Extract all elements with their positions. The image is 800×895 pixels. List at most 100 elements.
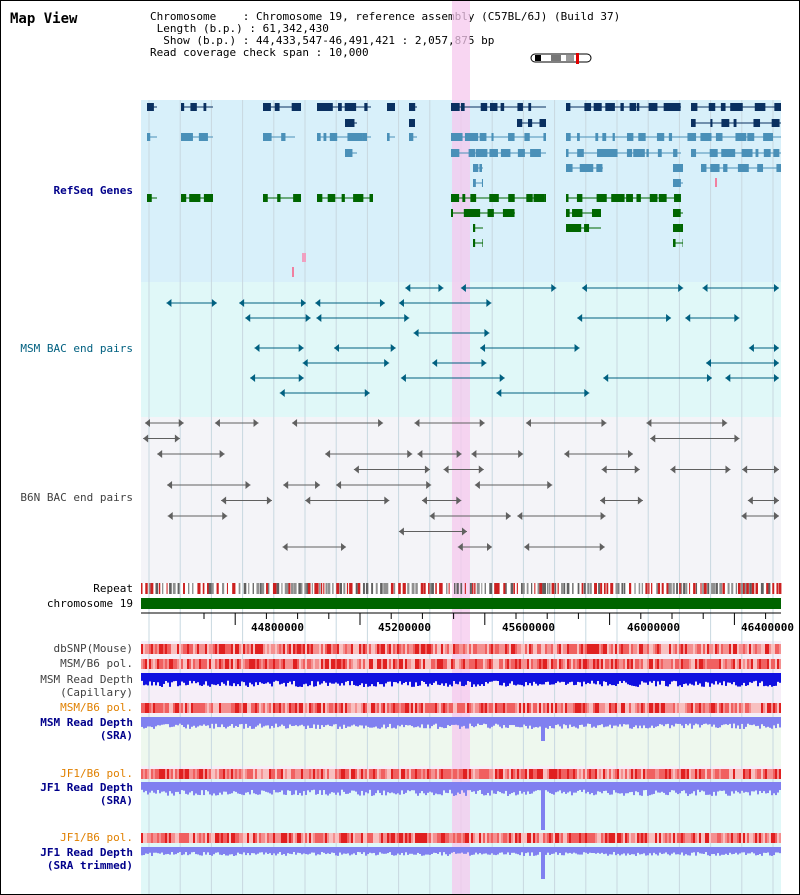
polymorphism-bin [249, 644, 251, 654]
polymorphism-bin [487, 769, 489, 779]
polymorphism-bin [751, 833, 753, 843]
polymorphism-bin [677, 659, 679, 669]
polymorphism-bin [303, 644, 305, 654]
read-depth-bin [443, 847, 445, 853]
polymorphism-bin [489, 703, 491, 713]
track-label-b6n-bac[interactable]: B6N BAC end pairs [20, 491, 133, 504]
polymorphism-bin [387, 703, 389, 713]
read-depth-bin [433, 782, 435, 796]
polymorphism-bin [553, 833, 555, 843]
read-depth-bin [319, 717, 321, 729]
read-depth-bin [511, 673, 513, 682]
polymorphism-bin [749, 769, 751, 779]
polymorphism-bin [181, 659, 183, 669]
track-label-msm-bac[interactable]: MSM BAC end pairs [20, 342, 133, 355]
polymorphism-bin [231, 833, 233, 843]
read-depth-bin [577, 673, 579, 682]
read-depth-bin [305, 673, 307, 684]
read-depth-bin [461, 673, 463, 686]
polymorphism-bin [731, 659, 733, 669]
polymorphism-bin [709, 644, 711, 654]
polymorphism-bin [269, 703, 271, 713]
read-depth-bin [523, 847, 525, 856]
read-depth-bin [453, 847, 455, 852]
polymorphism-bin [693, 659, 695, 669]
read-depth-bin [601, 717, 603, 725]
polymorphism-bin [193, 833, 195, 843]
read-depth-bin [169, 717, 171, 728]
polymorphism-bin [199, 659, 201, 669]
read-depth-bin [341, 782, 343, 790]
polymorphism-bin [305, 769, 307, 779]
read-depth-bin [323, 847, 325, 853]
read-depth-bin [181, 782, 183, 791]
polymorphism-bin [581, 769, 583, 779]
read-depth-bin [437, 847, 439, 854]
track-label-msm-depth-cap-1: MSM Read Depth [40, 673, 133, 686]
read-depth-bin [697, 847, 699, 853]
read-depth-bin [355, 782, 357, 792]
polymorphism-bin [487, 833, 489, 843]
polymorphism-bin [323, 769, 325, 779]
polymorphism-bin [153, 659, 155, 669]
read-depth-bin [757, 673, 759, 687]
read-depth-bin [501, 673, 503, 686]
read-depth-bin [619, 847, 621, 856]
read-depth-bin [773, 782, 775, 794]
read-depth-bin [575, 782, 577, 793]
read-depth-bin [211, 782, 213, 796]
read-depth-bin [161, 717, 163, 725]
read-depth-bin [543, 673, 545, 685]
track-feature [451, 103, 460, 111]
polymorphism-bin [437, 644, 439, 654]
polymorphism-bin [561, 644, 563, 654]
read-depth-bin [707, 847, 709, 856]
polymorphism-bin [593, 769, 595, 779]
read-depth-bin [447, 782, 449, 794]
polymorphism-bin [357, 769, 359, 779]
polymorphism-bin [145, 833, 147, 843]
track-label-refseq[interactable]: RefSeq Genes [53, 184, 133, 197]
read-depth-bin [481, 782, 483, 794]
polymorphism-bin [691, 644, 693, 654]
read-depth-bin [177, 782, 179, 792]
polymorphism-bin [383, 833, 385, 843]
read-depth-bin [321, 847, 323, 853]
read-depth-bin [351, 717, 353, 726]
track-feature [502, 209, 515, 217]
polymorphism-bin [499, 644, 501, 654]
read-depth-bin [501, 717, 503, 729]
read-depth-bin [359, 717, 361, 726]
read-depth-bin [493, 673, 495, 681]
read-depth-bin [279, 717, 281, 727]
read-depth-bin [143, 847, 145, 856]
read-depth-bin [331, 782, 333, 793]
polymorphism-bin [441, 659, 443, 669]
read-depth-bin [369, 717, 371, 728]
polymorphism-bin [195, 659, 197, 669]
track-feature [733, 119, 737, 127]
read-depth-bin [399, 717, 401, 727]
read-depth-bin [331, 673, 333, 684]
track-feature [409, 119, 415, 127]
polymorphism-bin [777, 703, 779, 713]
polymorphism-bin [181, 769, 183, 779]
read-depth-bin [771, 782, 773, 796]
polymorphism-bin [201, 769, 203, 779]
polymorphism-bin [695, 659, 697, 669]
read-depth-bin [445, 717, 447, 729]
read-depth-bin [177, 847, 179, 853]
read-depth-bin [515, 717, 517, 727]
polymorphism-bin [245, 703, 247, 713]
polymorphism-bin [641, 703, 643, 713]
repeat-mark [695, 583, 698, 594]
track-feature [517, 119, 523, 127]
polymorphism-bin [265, 833, 267, 843]
read-depth-bin [571, 782, 573, 796]
polymorphism-bin [699, 769, 701, 779]
read-depth-bin [767, 782, 769, 794]
read-depth-bin [183, 782, 185, 791]
read-depth-bin [347, 673, 349, 682]
repeat-mark [735, 583, 737, 594]
